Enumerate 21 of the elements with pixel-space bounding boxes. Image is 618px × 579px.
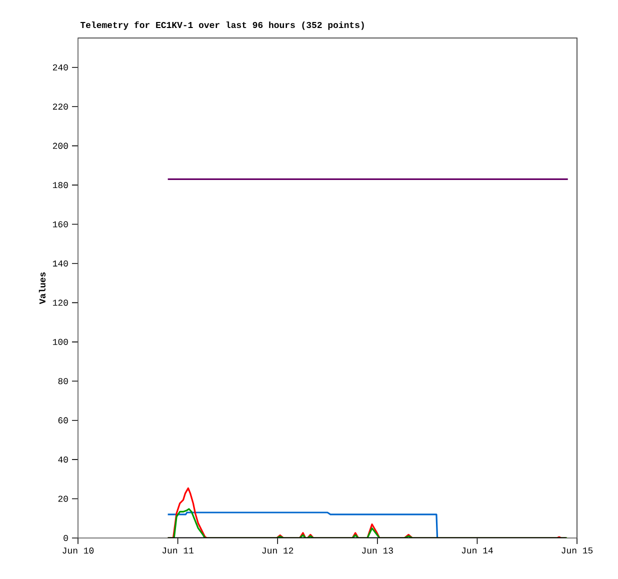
x-tick-label: Jun 11	[162, 548, 194, 554]
y-tick-label: 120	[52, 300, 68, 306]
y-tick-label: 100	[52, 338, 68, 345]
x-tick-label: Jun 15	[562, 548, 593, 554]
y-tick-label: 20	[58, 496, 68, 502]
x-tick-label: Jun 14	[462, 548, 493, 554]
y-tick-label: 40	[58, 456, 68, 463]
y-tick-label: 60	[58, 417, 68, 424]
y-tick-label: 0	[64, 534, 68, 542]
y-tick-label: 200	[52, 142, 68, 149]
x-tick-label: Jun 10	[62, 548, 94, 554]
x-tick-label: Jun 12	[262, 548, 294, 554]
y-tick-label: 180	[52, 182, 68, 188]
y-axis-title: Values	[38, 272, 46, 304]
chart-title: Telemetry for EC1KV-1 over last 96 hours (352 points)	[80, 21, 364, 30]
x-tick-label: Jun 13	[362, 548, 393, 554]
y-tick-label: 80	[58, 378, 68, 384]
y-tick-label: 240	[52, 64, 68, 70]
y-tick-label: 140	[52, 260, 68, 267]
y-tick-label: 220	[52, 104, 68, 110]
y-tick-label: 160	[52, 221, 68, 228]
